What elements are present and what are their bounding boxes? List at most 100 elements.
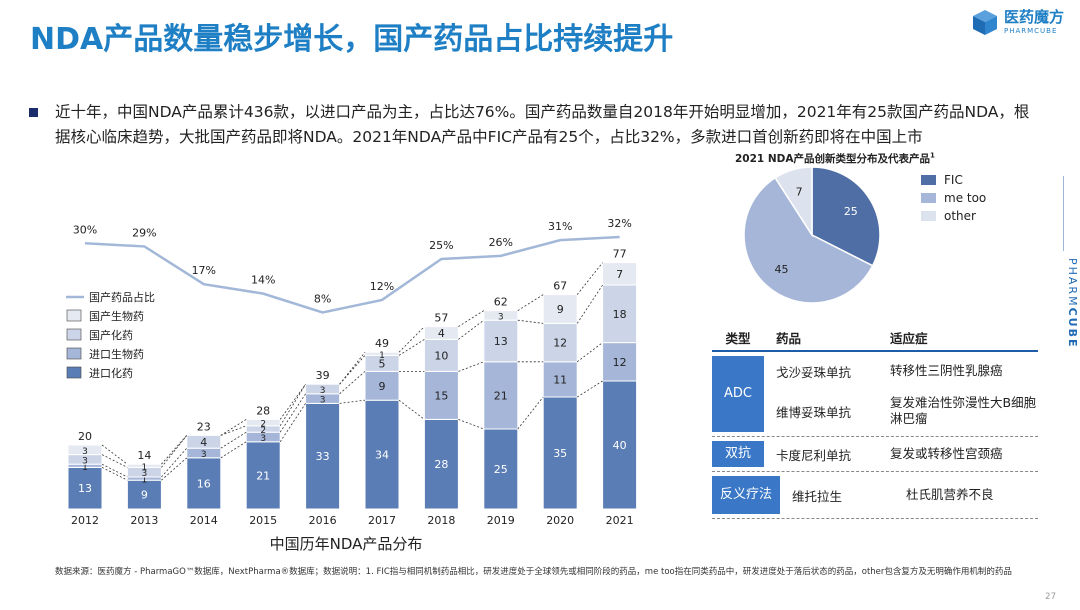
bar-segment bbox=[483, 310, 519, 321]
bar-value-label: 12 bbox=[613, 356, 627, 369]
bar-value-label: 3 bbox=[82, 456, 88, 466]
bar-segment bbox=[423, 370, 459, 420]
bar-value-label: 21 bbox=[494, 389, 508, 402]
bar-value-label: 3 bbox=[201, 450, 207, 460]
data-source-note: 数据来源：医药魔方 - PharmaGO™数据库，NextPharma®数据库；… bbox=[55, 567, 1012, 577]
legend-label: 进口生物药 bbox=[89, 347, 144, 361]
bar-segment bbox=[126, 479, 162, 510]
x-tick-label: 2020 bbox=[546, 514, 574, 527]
bar-value-label: 33 bbox=[316, 450, 330, 463]
bar-connector bbox=[220, 441, 247, 459]
cube-logo-icon bbox=[972, 10, 997, 35]
x-tick-label: 2021 bbox=[606, 514, 634, 527]
bar-total-label: 57 bbox=[434, 312, 448, 325]
pie-legend-label: FIC bbox=[944, 173, 963, 187]
bar-value-label: 34 bbox=[375, 449, 389, 462]
bar-value-label: 28 bbox=[434, 458, 448, 471]
legend-swatch bbox=[66, 328, 82, 341]
bar-segment bbox=[186, 434, 222, 449]
bar-connector bbox=[279, 383, 306, 427]
page-number: 27 bbox=[1045, 592, 1056, 602]
bar-segment bbox=[542, 361, 578, 398]
brand-logo: 医药魔方 PHARMCUBE bbox=[971, 8, 1064, 36]
bar-value-label: 3 bbox=[320, 386, 326, 396]
bar-value-label: 18 bbox=[613, 308, 627, 321]
table-header-indication: 适应症 bbox=[890, 331, 928, 346]
legend-label: 进口化药 bbox=[89, 366, 133, 380]
bar-segment bbox=[602, 380, 638, 510]
bar-connector bbox=[576, 284, 603, 324]
bar-total-label: 62 bbox=[494, 296, 508, 309]
bar-value-label: 3 bbox=[142, 469, 148, 479]
drug-name: 维博妥珠单抗 bbox=[776, 404, 852, 420]
indication: 杜氏肌营养不良 bbox=[906, 487, 994, 502]
bar-connector bbox=[458, 419, 484, 430]
bar-connector bbox=[339, 371, 366, 395]
bar-value-label: 3 bbox=[498, 312, 504, 322]
bar-connector bbox=[279, 403, 306, 443]
pie-chart-title: 2021 NDA产品创新类型分布及代表产品1 bbox=[735, 151, 935, 166]
bar-value-label: 7 bbox=[616, 268, 623, 281]
bar-connector bbox=[279, 393, 306, 433]
bar-connector bbox=[576, 262, 603, 295]
bar-segment bbox=[364, 351, 400, 356]
drug-name: 维托拉生 bbox=[792, 488, 843, 504]
legend-label: 国产生物药 bbox=[89, 309, 144, 323]
bar-value-label: 13 bbox=[494, 335, 508, 348]
bar-connector bbox=[576, 380, 603, 398]
bar-connector bbox=[458, 319, 485, 340]
bar-connector bbox=[220, 425, 247, 436]
bar-segment bbox=[305, 383, 341, 395]
table-row: 卡度尼利单抗 复发或转移性宫颈癌 bbox=[764, 437, 1038, 471]
bar-connector bbox=[161, 435, 188, 468]
line-value-label: 8% bbox=[314, 293, 331, 306]
line-value-label: 31% bbox=[548, 220, 572, 233]
bar-value-label: 13 bbox=[78, 482, 92, 495]
x-tick-label: 2014 bbox=[190, 514, 218, 527]
pie-legend-label: other bbox=[944, 209, 976, 223]
bar-value-label: 2 bbox=[260, 420, 266, 430]
pie-legend-swatch bbox=[921, 211, 936, 221]
bar-segment bbox=[423, 338, 459, 372]
group-label: 双抗 bbox=[712, 441, 764, 467]
bar-value-label: 9 bbox=[557, 303, 564, 316]
line-value-label: 26% bbox=[489, 236, 513, 249]
bar-total-label: 77 bbox=[613, 248, 627, 261]
bar-segment bbox=[542, 294, 578, 324]
bar-connector bbox=[517, 319, 544, 324]
table-header-type: 类型 bbox=[725, 331, 751, 346]
bar-value-label: 4 bbox=[438, 327, 445, 340]
page-title: NDA产品数量稳步增长，国产药品占比持续提升 bbox=[30, 22, 674, 57]
bar-total-label: 23 bbox=[197, 420, 211, 433]
bar-value-label: 2 bbox=[260, 426, 266, 436]
bar-value-label: 9 bbox=[379, 380, 386, 393]
bar-segment bbox=[483, 428, 519, 510]
table-row: 戈沙妥珠单抗 转移性三阴性乳腺癌 bbox=[764, 352, 1038, 390]
pie-legend-item: me too bbox=[921, 189, 986, 207]
line-value-label: 32% bbox=[607, 217, 631, 230]
logo-cn: 医药魔方 bbox=[1003, 7, 1064, 26]
bar-total-label: 14 bbox=[137, 449, 151, 462]
bar-segment bbox=[602, 262, 638, 286]
legend-swatch bbox=[66, 366, 82, 379]
bar-connector bbox=[339, 355, 366, 385]
bar-value-label: 25 bbox=[494, 463, 508, 476]
bar-connector bbox=[279, 383, 306, 420]
bar-segment bbox=[364, 399, 400, 510]
legend-label: 国产药品占比 bbox=[89, 290, 155, 304]
bar-total-label: 67 bbox=[553, 280, 567, 293]
pie-value-label: 45 bbox=[774, 263, 788, 276]
x-tick-label: 2019 bbox=[487, 514, 515, 527]
bar-connector bbox=[517, 294, 544, 311]
legend-swatch bbox=[66, 309, 82, 322]
table-group-antisense: 反义疗法 维托拉生 杜氏肌营养不良 bbox=[712, 472, 1038, 519]
line-value-label: 12% bbox=[370, 280, 394, 293]
bar-connector bbox=[220, 431, 247, 449]
x-tick-label: 2015 bbox=[249, 514, 277, 527]
line-value-label: 29% bbox=[132, 226, 156, 239]
table-group-adc: ADC 戈沙妥珠单抗 转移性三阴性乳腺癌 维博妥珠单抗 复发难治性弥漫性大B细胞… bbox=[712, 352, 1038, 437]
bar-segment bbox=[483, 361, 519, 430]
share-line bbox=[84, 235, 620, 314]
pie-value-label: 25 bbox=[844, 205, 858, 218]
